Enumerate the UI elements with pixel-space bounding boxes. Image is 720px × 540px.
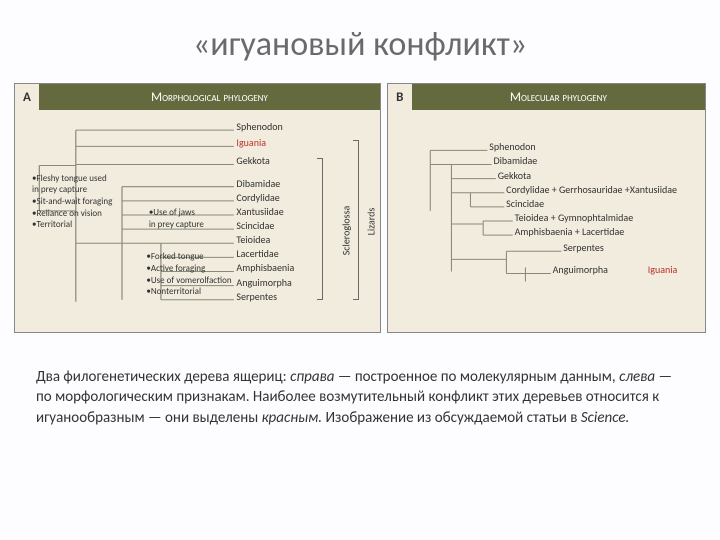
taxon-label: Serpentes: [236, 290, 277, 303]
taxon-label: Amphisbaenia + Lacertidae: [515, 225, 625, 238]
taxon-label: Scincidae: [506, 197, 544, 210]
taxon-label: Sphenodon: [489, 140, 535, 153]
taxon-label: Anguimorpha: [553, 263, 608, 276]
taxon-label: Gekkota: [498, 169, 531, 182]
bracket: [317, 158, 323, 299]
taxon-label: Gekkota: [236, 154, 269, 167]
taxon-label: Cordylidae + Gerrhosauridae +Xantusiidae: [506, 183, 677, 196]
taxon-label: Scincidae: [236, 219, 274, 232]
bracket-label: Lizards: [365, 208, 378, 236]
taxon-label: Cordylidae: [236, 191, 279, 204]
taxon-label: Iguania: [648, 263, 678, 276]
panel-b-title: Molecular phylogeny: [412, 84, 705, 110]
panel-a-body: Sphenodon Iguania Gekkota DibamidaeCordylid…: [15, 110, 380, 332]
taxon-label: Dibamidae: [493, 154, 537, 167]
cap-t8: Science.: [581, 409, 629, 427]
panel-a-head: A Morphological phylogeny: [15, 84, 380, 110]
cap-t3: — построенное по молекулярным данным,: [334, 368, 619, 386]
cap-t7: Изображение из обсуждаемой статьи в: [322, 409, 581, 427]
caption: Два филогенетических дерева ящериц: спра…: [0, 333, 720, 428]
trait-note: •Forked tongue•Active foraging•Use of vo…: [146, 251, 231, 298]
panels-row: A Morphological phylogeny Sphenodon Iguan…: [0, 83, 720, 333]
trait-note: •Use of jawsin prey capture: [149, 207, 204, 230]
taxon-label: Teioidea: [236, 233, 270, 246]
taxon-label: Teioidea + Gymnophtalmidae: [515, 211, 634, 224]
taxon-label: Lacertidae: [236, 247, 278, 260]
page-title: «игуановый конфликт»: [0, 0, 720, 83]
cap-t2: справа: [290, 368, 334, 386]
panel-b-letter: B: [388, 90, 412, 105]
bracket: [353, 140, 359, 299]
taxon-label: Xantusiidae: [236, 205, 283, 218]
cap-t4: слева: [619, 368, 655, 386]
taxon-label: Dibamidae: [236, 177, 280, 190]
cap-t1: Два филогенетических дерева ящериц:: [36, 368, 290, 386]
panel-a-title: Morphological phylogeny: [39, 84, 380, 110]
bracket-label: Scleroglossa: [339, 206, 352, 256]
trait-note: •Fleshy tongue usedin prey capture•Sit-a…: [32, 173, 112, 231]
taxon-label: Sphenodon: [236, 120, 282, 133]
panel-morphological: A Morphological phylogeny Sphenodon Iguan…: [14, 83, 381, 333]
cap-t6: красным.: [262, 409, 322, 427]
taxon-label: Amphisbaenia: [236, 261, 294, 274]
panel-a-letter: A: [15, 90, 39, 105]
panel-molecular: B Molecular phylogeny SphenodonDibamidae…: [387, 83, 706, 333]
panel-b-body: SphenodonDibamidae GekkotaCordylidae + Ge…: [388, 110, 705, 332]
panel-b-head: B Molecular phylogeny: [388, 84, 705, 110]
taxon-label: Anguimorpha: [236, 276, 291, 289]
taxon-label: Serpentes: [563, 241, 604, 254]
taxon-label: Iguania: [236, 136, 266, 149]
